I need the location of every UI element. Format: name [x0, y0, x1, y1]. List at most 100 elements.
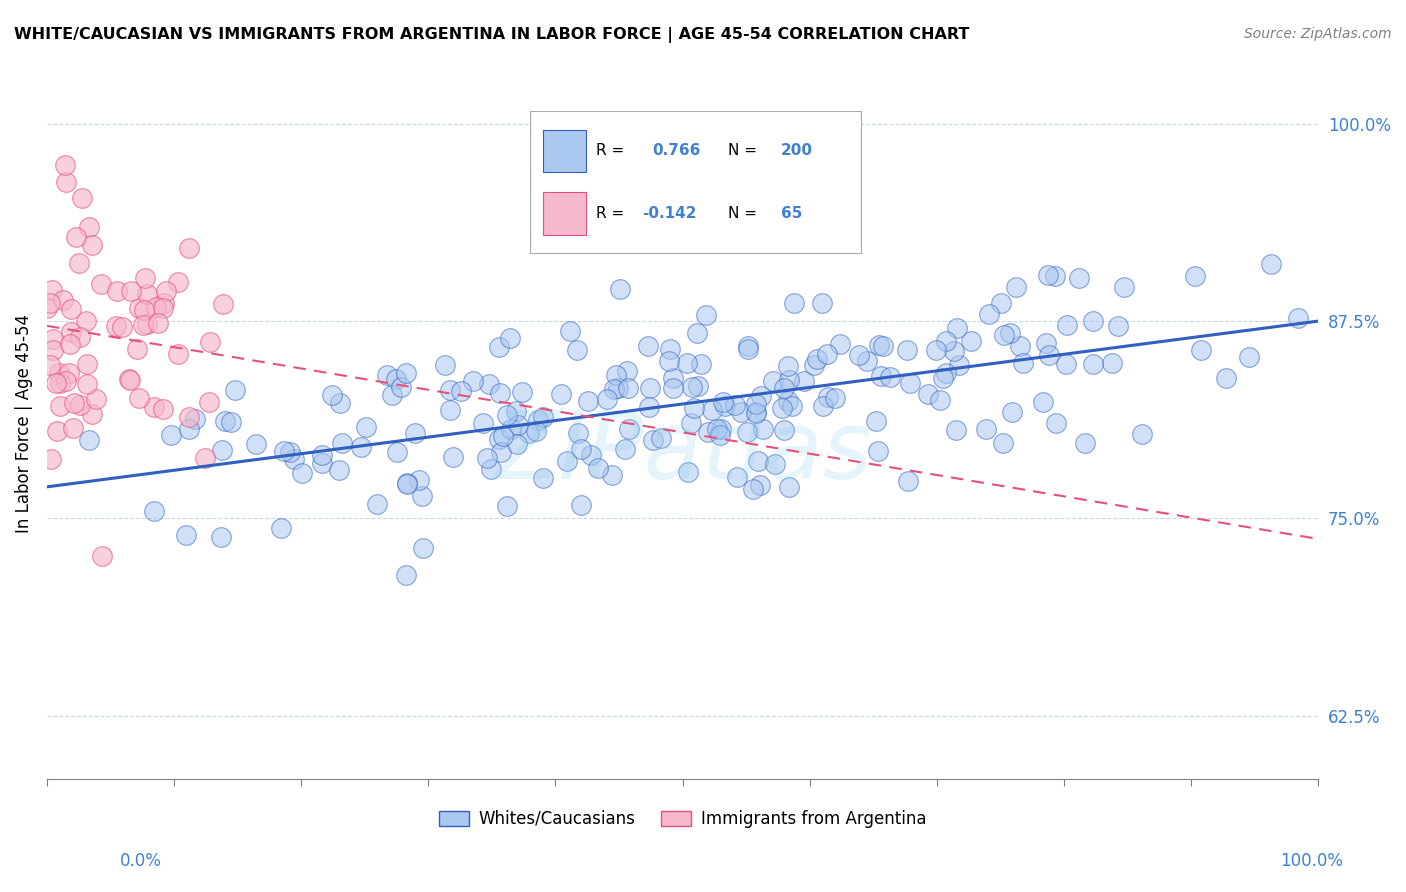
Point [1107, 318, 1129, 333]
Point [688, 379, 710, 393]
Point [77, 220, 100, 235]
Point [870, 369, 893, 384]
Point [90, 549, 112, 563]
Point [70, 191, 93, 205]
Point [1054, 358, 1077, 372]
Point [1083, 357, 1105, 371]
Point [998, 326, 1021, 340]
Point [560, 324, 582, 338]
Point [1038, 347, 1060, 361]
Point [662, 370, 685, 384]
Point [395, 477, 418, 491]
Point [412, 541, 434, 555]
Point [1031, 395, 1053, 409]
Point [396, 476, 419, 491]
Point [824, 391, 846, 405]
Point [472, 416, 495, 430]
Point [735, 425, 758, 439]
Point [76, 376, 98, 391]
Point [128, 301, 150, 315]
Point [135, 286, 157, 301]
Point [498, 331, 520, 345]
Point [41, 283, 63, 297]
Point [855, 354, 877, 368]
Point [394, 568, 416, 582]
Point [128, 392, 150, 406]
Point [742, 483, 765, 497]
Point [488, 385, 510, 400]
Point [993, 328, 1015, 343]
Point [321, 388, 343, 402]
Point [725, 470, 748, 484]
Point [778, 480, 800, 494]
Point [1045, 416, 1067, 430]
Point [778, 373, 800, 387]
Point [55, 375, 77, 389]
Point [773, 423, 796, 437]
Point [179, 421, 201, 435]
Point [990, 296, 1012, 310]
Point [411, 489, 433, 503]
Point [174, 527, 197, 541]
Point [745, 406, 768, 420]
Point [134, 302, 156, 317]
Point [48, 366, 70, 380]
Point [491, 429, 513, 443]
Point [526, 413, 548, 427]
Point [159, 428, 181, 442]
Point [212, 297, 235, 311]
Point [737, 342, 759, 356]
Point [945, 423, 967, 437]
Point [1005, 280, 1028, 294]
Point [586, 461, 609, 475]
Point [120, 284, 142, 298]
Point [974, 422, 997, 436]
Point [935, 334, 957, 348]
Point [1286, 311, 1309, 326]
Point [879, 370, 901, 384]
Point [616, 364, 638, 378]
Point [898, 376, 921, 391]
Point [650, 432, 672, 446]
Point [579, 448, 602, 462]
Point [62, 421, 84, 435]
Point [39, 295, 62, 310]
Point [198, 395, 221, 409]
Point [142, 401, 165, 415]
Point [925, 343, 948, 358]
Point [55, 175, 77, 189]
Point [510, 384, 533, 399]
Point [928, 392, 950, 407]
Point [815, 347, 838, 361]
Point [311, 448, 333, 462]
Point [811, 399, 834, 413]
Point [385, 371, 408, 385]
Point [643, 433, 665, 447]
Point [848, 348, 870, 362]
Point [1012, 356, 1035, 370]
Point [868, 338, 890, 352]
Point [350, 440, 373, 454]
Point [433, 359, 456, 373]
Point [1035, 336, 1057, 351]
Point [450, 384, 472, 398]
Point [638, 381, 661, 395]
Point [700, 402, 723, 417]
Point [569, 442, 592, 456]
Point [811, 295, 834, 310]
Point [917, 386, 939, 401]
Point [609, 282, 631, 296]
Point [557, 454, 579, 468]
Point [184, 412, 207, 426]
Point [245, 436, 267, 450]
Point [783, 296, 806, 310]
Point [76, 357, 98, 371]
Point [614, 442, 637, 456]
Point [772, 381, 794, 395]
Point [39, 451, 62, 466]
Point [145, 300, 167, 314]
Point [830, 336, 852, 351]
Point [135, 317, 157, 331]
Y-axis label: In Labor Force | Age 45-54: In Labor Force | Age 45-54 [15, 314, 32, 533]
Point [1001, 405, 1024, 419]
